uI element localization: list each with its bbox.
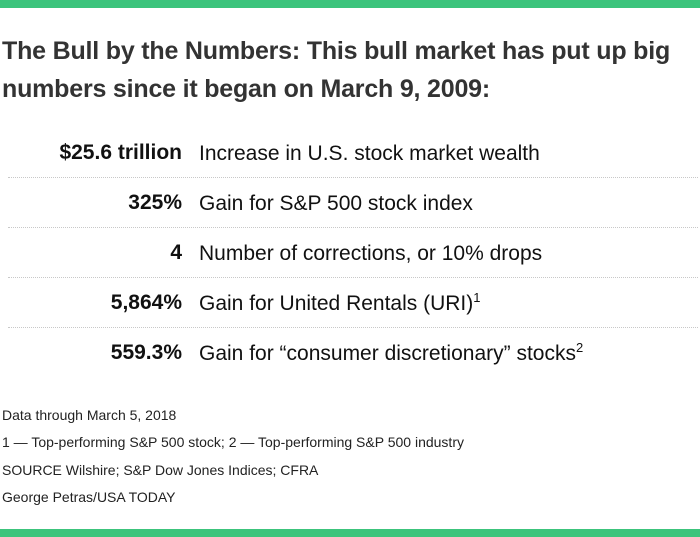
stat-description: Number of corrections, or 10% drops [199, 241, 543, 265]
stat-description: Gain for “consumer discretionary” stocks… [199, 339, 584, 365]
stat-description: Increase in U.S. stock market wealth [199, 141, 540, 165]
table-row: 5,864% Gain for United Rentals (URI)1 [8, 278, 698, 328]
data-date-note: Data through March 5, 2018 [2, 407, 177, 423]
top-accent-bar [0, 0, 700, 8]
table-row: 4 Number of corrections, or 10% drops [8, 228, 698, 278]
footnotes: Data through March 5, 2018 1 — Top-perfo… [2, 402, 464, 511]
table-row: $25.6 trillion Increase in U.S. stock ma… [8, 128, 698, 178]
table-row: 325% Gain for S&P 500 stock index [8, 178, 698, 228]
stat-description: Gain for United Rentals (URI)1 [199, 289, 481, 315]
bottom-accent-bar [0, 529, 700, 537]
stat-value: 5,864% [110, 290, 182, 314]
stat-value: $25.6 trillion [59, 140, 182, 164]
stat-description: Gain for S&P 500 stock index [199, 191, 473, 215]
credit-note: George Petras/USA TODAY [2, 488, 176, 505]
footnote-legend: 1 — Top-performing S&P 500 stock; 2 — To… [2, 434, 464, 451]
stat-value: 325% [128, 190, 182, 214]
stat-value: 4 [170, 240, 182, 264]
stats-table: $25.6 trillion Increase in U.S. stock ma… [8, 128, 698, 377]
table-row: 559.3% Gain for “consumer discretionary”… [8, 328, 698, 377]
source-note: SOURCE Wilshire; S&P Dow Jones Indices; … [2, 461, 319, 478]
stat-value: 559.3% [110, 340, 182, 364]
page-title: The Bull by the Numbers: This bull marke… [2, 37, 671, 103]
